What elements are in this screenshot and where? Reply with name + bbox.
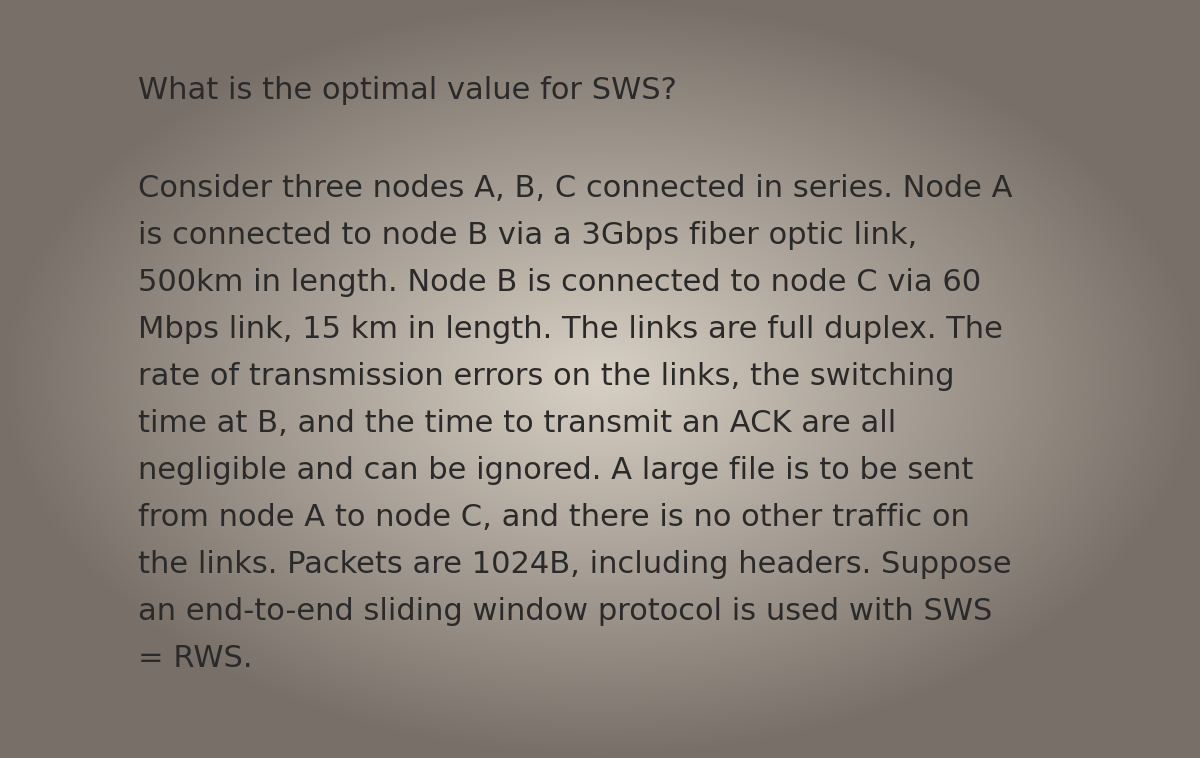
Text: the links. Packets are 1024B, including headers. Suppose: the links. Packets are 1024B, including … (138, 550, 1012, 579)
Text: What is the optimal value for SWS?: What is the optimal value for SWS? (138, 76, 677, 105)
Text: Consider three nodes A, B, C connected in series. Node A: Consider three nodes A, B, C connected i… (138, 174, 1013, 203)
Text: = RWS.: = RWS. (138, 644, 252, 673)
Text: is connected to node B via a 3Gbps fiber optic link,: is connected to node B via a 3Gbps fiber… (138, 221, 917, 250)
Text: negligible and can be ignored. A large file is to be sent: negligible and can be ignored. A large f… (138, 456, 973, 485)
Text: an end-to-end sliding window protocol is used with SWS: an end-to-end sliding window protocol is… (138, 597, 992, 626)
Text: Mbps link, 15 km in length. The links are full duplex. The: Mbps link, 15 km in length. The links ar… (138, 315, 1003, 344)
Text: time at B, and the time to transmit an ACK are all: time at B, and the time to transmit an A… (138, 409, 896, 438)
Text: rate of transmission errors on the links, the switching: rate of transmission errors on the links… (138, 362, 954, 391)
Text: 500km in length. Node B is connected to node C via 60: 500km in length. Node B is connected to … (138, 268, 982, 297)
Text: from node A to node C, and there is no other traffic on: from node A to node C, and there is no o… (138, 503, 970, 532)
